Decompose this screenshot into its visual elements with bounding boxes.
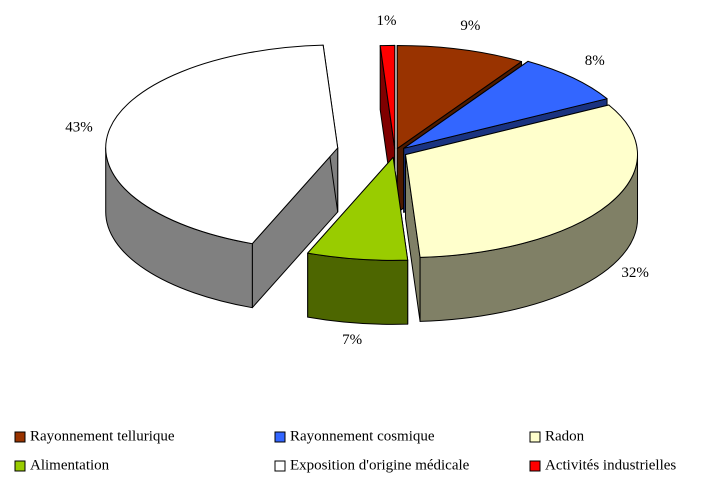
legend-swatch xyxy=(529,431,541,443)
legend-label: Radon xyxy=(545,428,585,444)
value-label: 1% xyxy=(377,13,397,29)
legend-swatch xyxy=(14,460,26,472)
value-label: 9% xyxy=(460,18,480,34)
slice xyxy=(405,104,638,258)
legend-swatch xyxy=(274,431,286,443)
legend-label: Rayonnement cosmique xyxy=(290,428,435,444)
value-label: 32% xyxy=(621,265,649,281)
legend-swatch xyxy=(529,460,541,472)
pie xyxy=(105,44,639,325)
legend-label: Exposition d'origine médicale xyxy=(290,457,470,473)
slice xyxy=(307,156,409,261)
legend-label: Rayonnement tellurique xyxy=(30,428,175,444)
value-label: 8% xyxy=(585,53,605,69)
value-label: 43% xyxy=(65,119,93,135)
slice xyxy=(396,45,523,150)
legend-label: Alimentation xyxy=(30,457,110,473)
slice-side xyxy=(307,252,409,325)
slice xyxy=(403,60,608,149)
slice xyxy=(379,44,396,149)
legend-label: Activités industrielles xyxy=(545,457,676,473)
legend-swatch xyxy=(274,460,286,472)
legend-swatch xyxy=(14,431,26,443)
slice xyxy=(105,44,339,245)
value-label: 7% xyxy=(342,332,362,348)
